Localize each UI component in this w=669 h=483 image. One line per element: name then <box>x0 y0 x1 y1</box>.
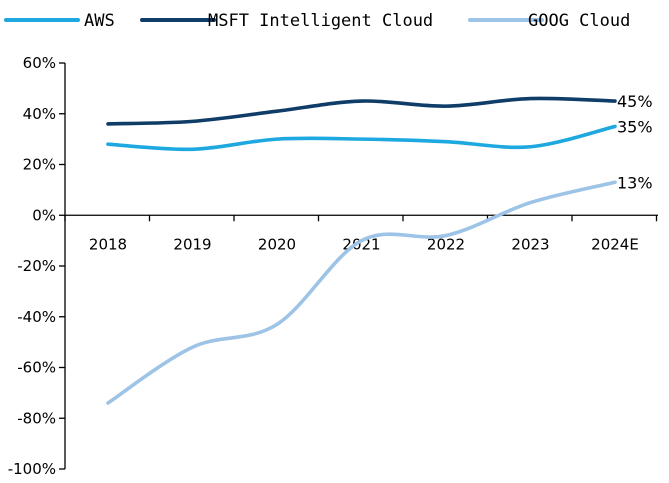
x-axis: 2018 2019 2020 2021 2022 2023 2024E <box>64 214 658 253</box>
x-tick-label: 2023 <box>511 235 549 253</box>
end-label-msft-intelligent-cloud: 45% <box>617 92 653 111</box>
legend-label-msft-intelligent-cloud: MSFT Intelligent Cloud <box>208 11 433 31</box>
y-tick-label: -100% <box>8 460 56 478</box>
x-tick-label: 2018 <box>89 235 127 253</box>
y-tick-label: 0% <box>32 206 56 224</box>
x-tick-label: 2024E <box>591 235 639 253</box>
series-line-msft-intelligent-cloud <box>106 96 617 126</box>
series-line-aws <box>106 124 617 152</box>
end-label-goog-cloud: 13% <box>617 173 653 192</box>
y-tick-label: 40% <box>23 105 56 123</box>
series-lines <box>106 96 617 405</box>
legend: AWS MSFT Intelligent Cloud GOOG Cloud <box>4 11 630 31</box>
end-label-aws: 35% <box>617 117 653 136</box>
x-tick-label: 2020 <box>258 235 296 253</box>
y-axis: 60% 40% 20% 0% -20% -40% -60% -80% -100% <box>8 54 66 478</box>
x-tick-label: 2019 <box>173 235 211 253</box>
series-line-goog-cloud <box>106 180 617 405</box>
y-tick-label: -20% <box>17 257 56 275</box>
y-tick-label: 60% <box>23 54 56 72</box>
y-tick-label: -80% <box>17 409 56 427</box>
y-tick-label: 20% <box>23 156 56 174</box>
x-tick-label: 2022 <box>427 235 465 253</box>
legend-label-aws: AWS <box>84 11 115 31</box>
legend-label-goog-cloud: GOOG Cloud <box>528 11 630 31</box>
y-tick-label: -60% <box>17 359 56 377</box>
end-labels: 45% 35% 13% <box>617 92 653 192</box>
y-tick-label: -40% <box>17 308 56 326</box>
